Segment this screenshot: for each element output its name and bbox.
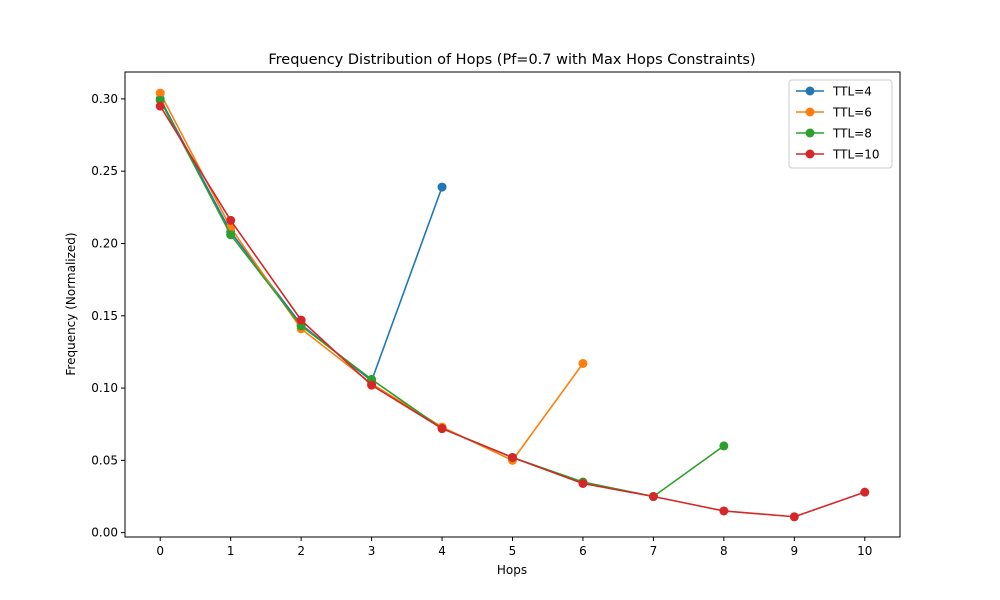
x-tick-label: 2 — [297, 544, 305, 558]
y-tick-label: 0.30 — [91, 92, 118, 106]
data-point — [648, 492, 658, 502]
x-tick-label: 6 — [579, 544, 587, 558]
chart-title: Frequency Distribution of Hops (Pf=0.7 w… — [268, 52, 755, 68]
data-point — [155, 88, 165, 98]
y-axis-label: Frequency (Normalized) — [64, 232, 78, 375]
x-tick-label: 4 — [438, 544, 446, 558]
x-tick-label: 3 — [368, 544, 376, 558]
y-tick-label: 0.00 — [91, 526, 118, 540]
data-point — [226, 230, 236, 240]
data-point — [860, 487, 870, 497]
data-point — [789, 512, 799, 522]
data-point — [226, 215, 236, 225]
data-point — [155, 101, 165, 111]
series-layer — [155, 88, 870, 522]
legend-label: TTL=10 — [832, 148, 879, 162]
data-point — [719, 506, 729, 516]
legend-box — [788, 79, 893, 169]
legend-entry: TTL=6 — [796, 106, 872, 120]
series-ttl-10 — [155, 101, 870, 522]
legend-swatch-marker — [805, 149, 815, 159]
legend-entry: TTL=10 — [796, 148, 879, 162]
x-tick-label: 1 — [227, 544, 235, 558]
data-point — [508, 452, 517, 462]
y-tick-label: 0.25 — [91, 164, 118, 178]
data-point — [437, 182, 447, 192]
x-tick-label: 0 — [156, 544, 164, 558]
legend-entry: TTL=8 — [796, 127, 872, 141]
legend-label: TTL=4 — [832, 85, 872, 99]
x-axis-label: Hops — [497, 563, 527, 577]
legend-label: TTL=6 — [832, 106, 872, 120]
y-tick-label: 0.05 — [91, 453, 118, 467]
x-tick-label: 10 — [857, 544, 872, 558]
x-tick-label: 7 — [650, 544, 658, 558]
legend: TTL=4 TTL=6 TTL=8 TTL=10 — [788, 79, 893, 169]
x-tick-label: 5 — [509, 544, 517, 558]
x-tick-label: 9 — [790, 544, 798, 558]
legend-entry: TTL=4 — [796, 85, 872, 99]
x-tick-label: 8 — [720, 544, 728, 558]
x-axis-ticks: 0 1 2 3 4 5 6 7 8 9 10 — [156, 537, 872, 558]
legend-swatch-marker — [805, 128, 815, 138]
plot-area-frame — [124, 71, 901, 538]
data-point — [578, 358, 588, 368]
legend-swatch-marker — [805, 86, 815, 96]
y-tick-label: 0.15 — [91, 309, 118, 323]
y-tick-label: 0.10 — [91, 381, 118, 395]
legend-label: TTL=8 — [832, 127, 872, 141]
y-axis-ticks: 0.00 0.05 0.10 0.15 0.20 0.25 0.30 — [91, 92, 125, 540]
data-point — [719, 441, 729, 451]
data-point — [367, 380, 377, 390]
data-point — [437, 424, 447, 434]
data-point — [578, 479, 588, 489]
y-tick-label: 0.20 — [91, 236, 118, 250]
legend-swatch-marker — [805, 107, 815, 117]
data-point — [296, 315, 306, 325]
